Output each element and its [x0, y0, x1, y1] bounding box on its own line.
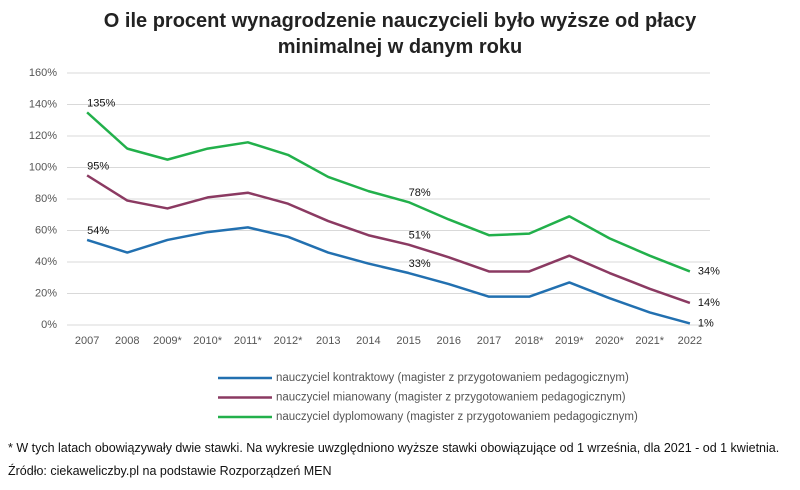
x-tick-label: 2017 — [477, 335, 501, 347]
data-label: 1% — [698, 317, 714, 329]
legend-label: nauczyciel kontraktowy (magister z przyg… — [276, 372, 629, 384]
y-tick-label: 40% — [35, 256, 57, 268]
y-tick-label: 100% — [29, 161, 57, 173]
x-tick-label: 2011* — [234, 335, 263, 347]
y-tick-label: 80% — [35, 193, 57, 205]
data-label: 34% — [698, 265, 720, 277]
data-label: 135% — [87, 97, 115, 109]
data-label: 14% — [698, 297, 720, 309]
footnote: * W tych latach obowiązywały dwie stawki… — [8, 441, 780, 455]
data-label: 33% — [409, 258, 431, 270]
y-tick-label: 160% — [29, 67, 57, 79]
x-tick-label: 2022 — [678, 335, 702, 347]
series-line — [86, 111, 691, 273]
data-label: 78% — [409, 187, 431, 199]
x-tick-label: 2021* — [635, 335, 664, 347]
series-line — [86, 226, 691, 325]
x-tick-label: 2016 — [437, 335, 461, 347]
y-tick-label: 0% — [41, 319, 57, 331]
data-label: 95% — [87, 160, 109, 172]
y-tick-label: 60% — [35, 224, 57, 236]
x-tick-label: 2015 — [396, 335, 420, 347]
x-tick-label: 2012* — [274, 335, 303, 347]
y-tick-label: 120% — [29, 130, 57, 142]
series-line — [86, 174, 691, 305]
x-tick-label: 2019* — [555, 335, 584, 347]
x-tick-label: 2010* — [193, 335, 222, 347]
legend-label: nauczyciel dyplomowany (magister z przyg… — [276, 411, 638, 423]
x-tick-label: 2007 — [75, 335, 99, 347]
x-tick-label: 2008 — [115, 335, 139, 347]
x-tick-label: 2013 — [316, 335, 340, 347]
x-tick-label: 2020* — [595, 335, 624, 347]
y-tick-label: 20% — [35, 287, 57, 299]
x-tick-label: 2009* — [153, 335, 182, 347]
chart-title: O ile procent wynagrodzenie nauczycieli … — [103, 10, 697, 58]
x-tick-label: 2018* — [515, 335, 544, 347]
legend-label: nauczyciel mianowany (magister z przygot… — [276, 392, 626, 404]
y-tick-label: 140% — [29, 98, 57, 110]
data-label: 54% — [87, 225, 109, 237]
source: Źródło: ciekaweliczby.pl na podstawie Ro… — [8, 464, 332, 478]
data-label: 51% — [409, 230, 431, 242]
x-tick-label: 2014 — [356, 335, 380, 347]
